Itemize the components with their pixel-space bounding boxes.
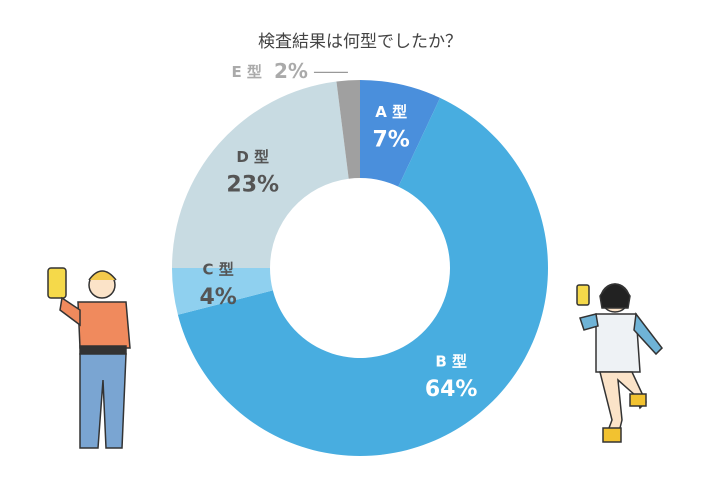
donut [172,80,549,457]
slice-value-label: 7% [373,127,410,152]
slice-category-label: C 型 [203,260,234,278]
slice-value-label: 64% [425,377,478,402]
donut-slice [172,81,349,268]
chart-title: 検査結果は何型でしたか？ [258,32,462,52]
donut-slice [177,97,549,457]
illustration-girl [576,283,663,443]
slice-value-label: 23% [226,172,279,197]
slice-category-label: D 型 [236,148,269,166]
slice-value-label: 2% [274,59,308,83]
slice-category-label: A 型 [375,103,407,121]
donut-slice [336,80,360,179]
slice-value-label: 4% [199,285,236,310]
slice-category-label: B 型 [435,353,467,371]
illustration-man [47,267,131,449]
donut-slice [360,80,441,187]
slice-category-label: E 型 [231,63,261,81]
donut-slice [172,268,273,315]
